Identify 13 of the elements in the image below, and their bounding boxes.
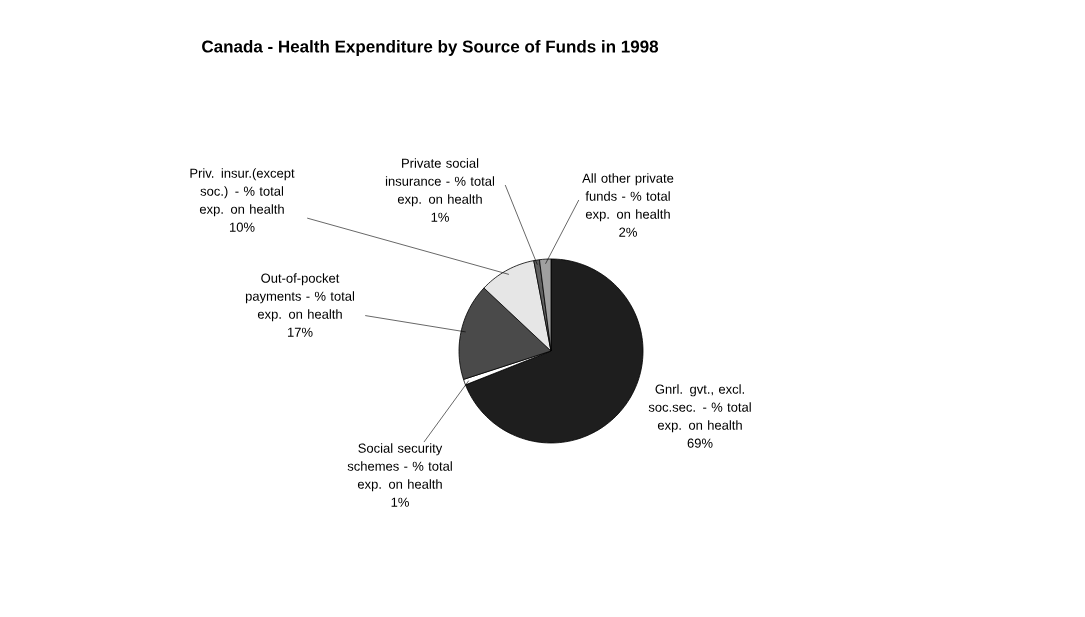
slice-label: Gnrl. gvt., excl. soc.sec. - % total exp. on health	[648, 384, 751, 433]
slice-label: All other private funds - % total exp. on health	[582, 173, 674, 222]
data-label: 17%	[287, 327, 313, 337]
chart-title: Canada - Health Expenditure by Source of Funds in 1998	[202, 40, 659, 56]
data-label: 1%	[391, 497, 409, 507]
data-label: 1%	[431, 212, 449, 222]
data-label: 10%	[229, 222, 255, 232]
data-label: 69%	[687, 438, 713, 448]
slice-label: Private social insurance - % total exp. on health	[385, 158, 495, 207]
slice-label: Priv. insur.(except soc.) - % total exp. on health	[190, 168, 295, 217]
slice-label: Out-of-pocket payments - % total exp. on health	[245, 273, 355, 322]
data-label: 2%	[619, 227, 637, 237]
slice-label: Social security schemes - % total exp. on health	[347, 443, 452, 492]
